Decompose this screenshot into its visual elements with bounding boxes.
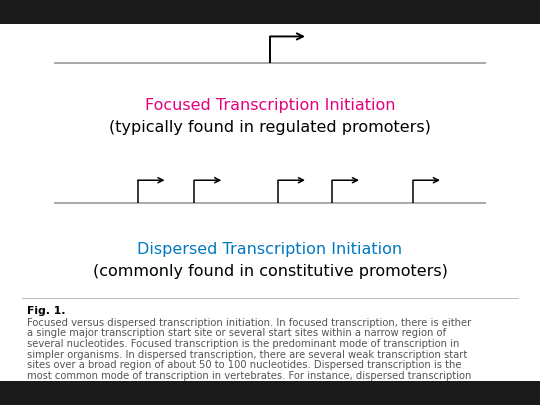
Text: Dispersed Transcription Initiation: Dispersed Transcription Initiation	[138, 241, 402, 257]
Bar	[0, 0, 540, 24]
Text: Focused Transcription Initiation: Focused Transcription Initiation	[145, 98, 395, 113]
Bar	[0, 381, 540, 405]
Text: is observed in about twothirds of human genes. In vertebrates, focused transcrip: is observed in about twothirds of human …	[27, 381, 451, 391]
Text: (typically found in regulated promoters): (typically found in regulated promoters)	[109, 120, 431, 135]
Text: most common mode of transcription in vertebrates. For instance, dispersed transc: most common mode of transcription in ver…	[27, 371, 471, 381]
Text: simpler organisms. In dispersed transcription, there are several weak transcript: simpler organisms. In dispersed transcri…	[27, 350, 467, 360]
Text: tends to be associated with regulated promoters, whereas dispersed transcription: tends to be associated with regulated pr…	[27, 392, 448, 402]
Text: Focused versus dispersed transcription initiation. In focused transcription, the: Focused versus dispersed transcription i…	[27, 318, 471, 328]
Text: typically observed in constitutive promoters in CpG islands.: typically observed in constitutive promo…	[27, 402, 325, 405]
Text: sites over a broad region of about 50 to 100 nucleotides. Dispersed transcriptio: sites over a broad region of about 50 to…	[27, 360, 462, 370]
Text: Fig. 1.: Fig. 1.	[27, 306, 65, 316]
Text: (commonly found in constitutive promoters): (commonly found in constitutive promoter…	[92, 264, 448, 279]
Text: several nucleotides. Focused transcription is the predominant mode of transcript: several nucleotides. Focused transcripti…	[27, 339, 460, 349]
Text: a single major transcription start site or several start sites within a narrow r: a single major transcription start site …	[27, 328, 446, 339]
